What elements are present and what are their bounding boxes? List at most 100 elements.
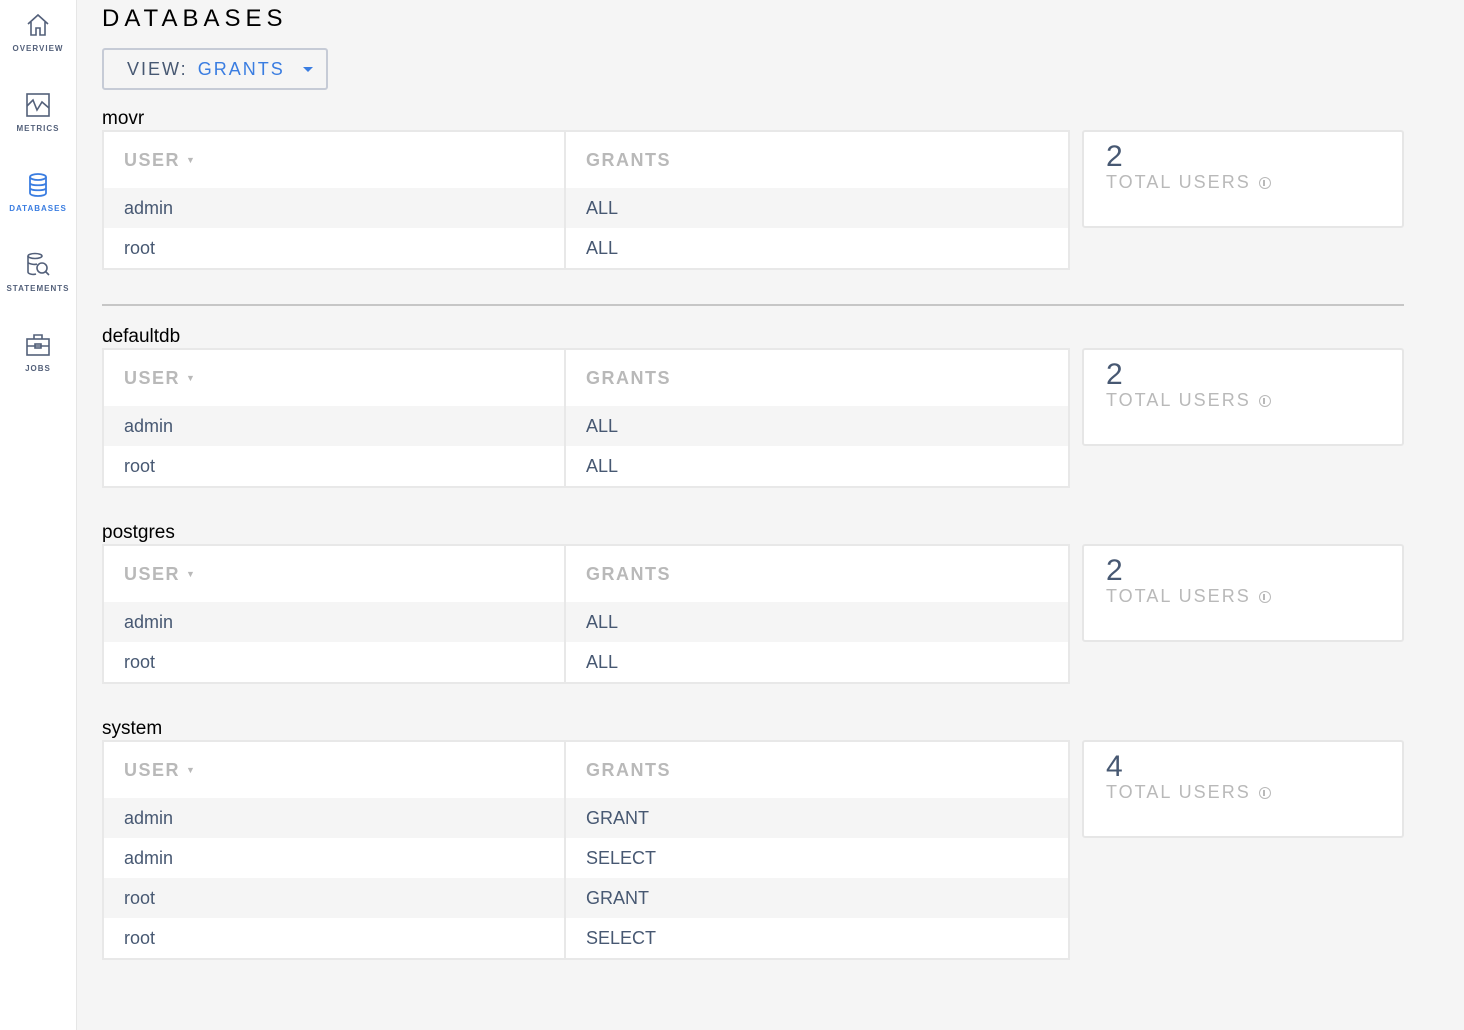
total-users-card: 2 TOTAL USERS — [1082, 130, 1404, 228]
info-icon[interactable] — [1258, 176, 1271, 189]
table-row: admin GRANT — [104, 798, 1068, 838]
header-label: USER — [124, 367, 181, 388]
database-section: movr USER ▼ GRANTS admin ALL root ALL 2 T… — [102, 108, 1404, 270]
sidebar-item-statements[interactable]: STATEMENTS — [0, 252, 76, 293]
user-cell: root — [104, 642, 566, 682]
table-row: admin SELECT — [104, 838, 1068, 878]
table-header: USER ▼ GRANTS — [104, 132, 1068, 188]
user-column-header[interactable]: USER ▼ — [104, 546, 566, 602]
user-cell: admin — [104, 406, 566, 446]
grants-column-header: GRANTS — [586, 149, 671, 170]
statements-icon — [27, 252, 50, 276]
table-header: USER ▼ GRANTS — [104, 546, 1068, 602]
view-value: GRANTS — [197, 58, 285, 79]
total-users-count: 4 — [1106, 750, 1123, 783]
database-section: system USER ▼ GRANTS admin GRANT admin SE… — [102, 718, 1404, 960]
sidebar-item-label: JOBS — [25, 364, 51, 373]
total-users-label: TOTAL USERS — [1106, 782, 1251, 802]
grant-cell: ALL — [586, 455, 619, 476]
page-title: DATABASES — [102, 5, 288, 32]
user-cell: root — [104, 446, 566, 486]
sort-caret-icon: ▼ — [186, 155, 197, 165]
caret-down-icon — [302, 66, 313, 72]
grants-table: USER ▼ GRANTS admin ALL root ALL — [102, 348, 1070, 488]
view-label: VIEW: — [127, 58, 188, 79]
user-cell: admin — [104, 188, 566, 228]
grants-table: USER ▼ GRANTS admin ALL root ALL — [102, 130, 1070, 270]
table-header: USER ▼ GRANTS — [104, 350, 1068, 406]
table-row: root SELECT — [104, 918, 1068, 958]
grant-cell: SELECT — [586, 927, 657, 948]
table-row: root ALL — [104, 642, 1068, 682]
sidebar-item-label: STATEMENTS — [6, 284, 70, 293]
total-users-label: TOTAL USERS — [1106, 172, 1251, 192]
info-icon[interactable] — [1258, 590, 1271, 603]
database-icon — [29, 173, 47, 197]
grants-table: USER ▼ GRANTS admin ALL root ALL — [102, 544, 1070, 684]
metrics-icon — [26, 93, 50, 117]
database-section: defaultdb USER ▼ GRANTS admin ALL root AL… — [102, 326, 1404, 488]
total-users-card: 4 TOTAL USERS — [1082, 740, 1404, 838]
grant-cell: GRANT — [586, 807, 649, 828]
grants-column-header: GRANTS — [586, 367, 671, 388]
total-users-label: TOTAL USERS — [1106, 390, 1251, 410]
grants-table: USER ▼ GRANTS admin GRANT admin SELECT ro… — [102, 740, 1070, 960]
info-icon[interactable] — [1258, 786, 1271, 799]
sidebar-item-overview[interactable]: OVERVIEW — [0, 12, 76, 53]
database-name: postgres — [102, 522, 175, 543]
header-label: USER — [124, 563, 181, 584]
user-cell: admin — [104, 602, 566, 642]
grant-cell: GRANT — [586, 887, 649, 908]
grants-column-header: GRANTS — [586, 563, 671, 584]
briefcase-icon — [26, 334, 50, 356]
grant-cell: SELECT — [586, 847, 657, 868]
user-cell: root — [104, 878, 566, 918]
sidebar-item-label: OVERVIEW — [12, 44, 64, 53]
sidebar-item-jobs[interactable]: JOBS — [0, 332, 76, 373]
sidebar-item-metrics[interactable]: METRICS — [0, 92, 76, 133]
total-users-label: TOTAL USERS — [1106, 586, 1251, 606]
user-column-header[interactable]: USER ▼ — [104, 350, 566, 406]
grant-cell: ALL — [586, 611, 619, 632]
total-users-count: 2 — [1106, 358, 1123, 391]
info-icon[interactable] — [1258, 394, 1271, 407]
grant-cell: ALL — [586, 197, 619, 218]
sidebar-item-label: METRICS — [16, 124, 60, 133]
sort-caret-icon: ▼ — [186, 373, 197, 383]
table-row: root ALL — [104, 228, 1068, 268]
table-row: root ALL — [104, 446, 1068, 486]
database-name: system — [102, 718, 163, 739]
header-label: USER — [124, 149, 181, 170]
total-users-card: 2 TOTAL USERS — [1082, 348, 1404, 446]
sidebar-item-label: DATABASES — [9, 204, 67, 213]
grant-cell: ALL — [586, 651, 619, 672]
grant-cell: ALL — [586, 237, 619, 258]
table-row: root GRANT — [104, 878, 1068, 918]
home-icon — [27, 13, 49, 36]
table-header: USER ▼ GRANTS — [104, 742, 1068, 798]
sort-caret-icon: ▼ — [186, 569, 197, 579]
total-users-count: 2 — [1106, 554, 1123, 587]
total-users-card: 2 TOTAL USERS — [1082, 544, 1404, 642]
database-section: postgres USER ▼ GRANTS admin ALL root ALL… — [102, 522, 1404, 684]
section-divider — [102, 304, 1404, 306]
sidebar: OVERVIEW METRICS DATABASES STATEMENTS JO… — [0, 0, 77, 1030]
header-label: USER — [124, 759, 181, 780]
user-cell: root — [104, 918, 566, 958]
table-row: admin ALL — [104, 406, 1068, 446]
sidebar-item-databases[interactable]: DATABASES — [0, 172, 76, 213]
grant-cell: ALL — [586, 415, 619, 436]
user-cell: root — [104, 228, 566, 268]
table-row: admin ALL — [104, 188, 1068, 228]
database-name: defaultdb — [102, 326, 181, 347]
user-cell: admin — [104, 798, 566, 838]
grants-column-header: GRANTS — [586, 759, 671, 780]
user-column-header[interactable]: USER ▼ — [104, 742, 566, 798]
total-users-count: 2 — [1106, 140, 1123, 173]
user-column-header[interactable]: USER ▼ — [104, 132, 566, 188]
view-dropdown[interactable]: VIEW: GRANTS — [102, 48, 328, 90]
user-cell: admin — [104, 838, 566, 878]
sort-caret-icon: ▼ — [186, 765, 197, 775]
database-name: movr — [102, 108, 145, 129]
table-row: admin ALL — [104, 602, 1068, 642]
